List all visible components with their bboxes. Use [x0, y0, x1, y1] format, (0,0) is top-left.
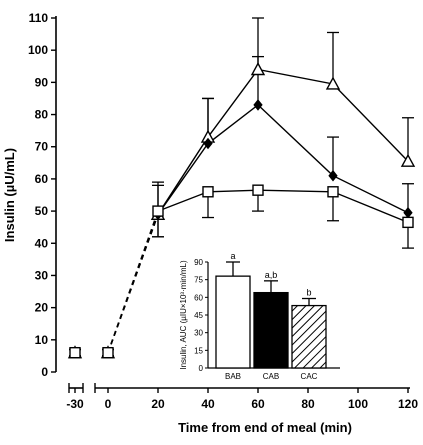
y-tick-label: 40: [35, 236, 49, 250]
data-point-triangle: [325, 76, 341, 90]
inset-category-label: CAB: [263, 372, 279, 381]
series-line: [157, 103, 409, 215]
y-tick-label: 60: [35, 172, 49, 186]
inset-y-tick-label: 60: [194, 293, 203, 302]
axes-layer: [51, 16, 410, 393]
inset-y-tick-label: 75: [194, 276, 203, 285]
data-point-square: [202, 186, 214, 198]
data-point-square: [327, 186, 339, 198]
inset-bar: [253, 291, 289, 369]
inset-significance-label: a,b: [265, 270, 278, 280]
data-point-diamond: [253, 99, 263, 111]
inset-significance-label: a: [230, 251, 235, 261]
data-point-square: [102, 346, 114, 359]
inset-y-tick-label: 90: [194, 258, 203, 267]
inset-y-tick-label: 0: [199, 364, 204, 373]
data-point-square: [402, 216, 414, 229]
data-point-square: [152, 205, 164, 217]
data-point-square: [252, 184, 264, 196]
inset-y-tick-label: 15: [194, 346, 203, 355]
y-axis-title: Insulin (µU/mL): [2, 148, 17, 242]
baseline-dashed-segment: [107, 210, 159, 353]
x-tick-label: 20: [151, 397, 165, 411]
y-tick-label: 70: [35, 140, 49, 154]
inset-bar: [215, 275, 251, 369]
inset-category-label: BAB: [225, 372, 241, 381]
y-tick-label: 50: [35, 204, 49, 218]
data-point-triangle: [250, 62, 266, 76]
data-point-diamond: [403, 206, 413, 219]
y-tick-label: 80: [35, 108, 49, 122]
y-tick-label: 110: [29, 11, 49, 25]
text-layer: 0 10 20 30 40 50 60 70 80 90 100 110 -30 0 20 40 60 80 100…: [2, 11, 418, 435]
x-tick-label: 100: [348, 397, 368, 411]
y-tick-label: 20: [35, 301, 49, 315]
inset-y-tick-label: 30: [194, 329, 203, 338]
data-point-diamond: [328, 169, 338, 182]
x-tick-label: 80: [301, 397, 315, 411]
inset-y-axis-title: Insulin, AUC (µIU×10³·min/mL): [179, 260, 188, 370]
series-line: [157, 68, 409, 215]
inset-category-label: CAC: [301, 372, 318, 381]
y-tick-label: 100: [28, 43, 48, 57]
inset-significance-label: b: [306, 288, 311, 298]
series-line: [157, 189, 409, 224]
y-tick-label: 0: [41, 365, 48, 379]
x-tick-label: 60: [251, 397, 265, 411]
y-tick-label: 90: [35, 75, 49, 89]
data-point-triangle: [400, 153, 416, 167]
markers-layer: [67, 62, 416, 359]
x-tick-label: 40: [201, 397, 215, 411]
x-axis-title: Time from end of meal (min): [178, 420, 352, 435]
x-tick-label: 120: [398, 397, 418, 411]
y-tick-label: 10: [35, 333, 49, 347]
inset-bar: [291, 304, 327, 369]
inset-y-tick-label: 45: [194, 311, 203, 320]
x-tick-label: -30: [66, 397, 84, 411]
data-point-diamond: [203, 137, 213, 150]
inset-bar-chart: 0 15 30 45 60 75 90 Insulin, AUC (µIU×10³·min/m…: [179, 251, 340, 381]
data-point-square: [69, 346, 81, 359]
y-tick-label: 30: [35, 268, 49, 282]
x-tick-label: 0: [105, 397, 112, 411]
